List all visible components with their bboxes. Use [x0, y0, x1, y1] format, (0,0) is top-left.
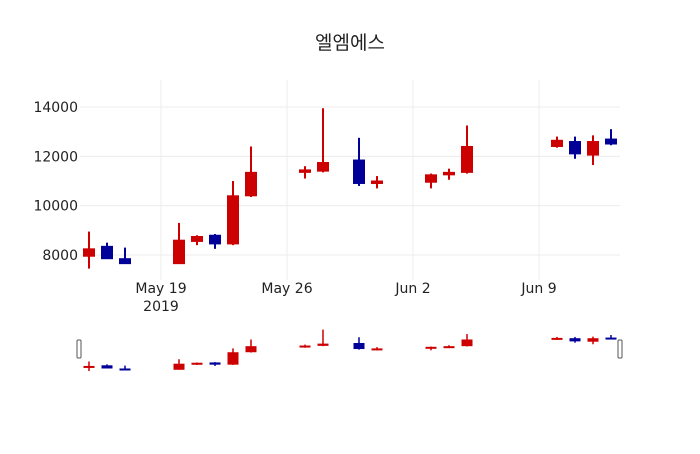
slider-candle [461, 334, 473, 347]
candlestick-series[interactable] [83, 108, 617, 269]
candle[interactable] [245, 146, 257, 198]
candle[interactable] [551, 136, 563, 148]
range-slider[interactable] [76, 329, 623, 372]
x-axis: May 19 2019 May 26 Jun 2 Jun 9 [135, 281, 556, 315]
y-tick-label: 8000 [42, 248, 78, 264]
slider-candle [551, 336, 563, 340]
slider-candle [569, 336, 581, 343]
candle[interactable] [443, 168, 455, 180]
slider-candle [227, 348, 239, 365]
slider-candle [191, 362, 203, 365]
slider-candle [425, 346, 437, 351]
candle[interactable] [587, 135, 599, 165]
candle[interactable] [353, 137, 365, 186]
range-slider-right-handle[interactable] [617, 339, 623, 359]
slider-candle [101, 364, 113, 369]
candle[interactable] [569, 136, 581, 159]
x-tick-label: Jun 2 [394, 281, 430, 297]
y-tick-label: 14000 [33, 100, 78, 116]
candle[interactable] [461, 125, 473, 174]
candle[interactable] [101, 242, 113, 260]
slider-candle [371, 347, 383, 351]
y-tick-label: 12000 [33, 149, 78, 165]
candle[interactable] [173, 222, 185, 265]
candle[interactable] [227, 181, 239, 246]
slider-candle [443, 345, 455, 349]
x-tick-label: May 26 [261, 281, 312, 297]
slider-candle [317, 329, 329, 347]
slider-candle [119, 365, 131, 371]
candle[interactable] [425, 173, 437, 189]
range-slider-left-handle[interactable] [76, 339, 82, 359]
slider-candle [353, 337, 365, 350]
slider-candle [587, 336, 599, 345]
candle[interactable] [605, 129, 617, 146]
slider-candle [245, 339, 257, 353]
candle[interactable] [209, 234, 221, 249]
candle[interactable] [317, 108, 329, 173]
candle[interactable] [83, 231, 95, 269]
slider-candle [83, 361, 95, 372]
chart-title: 엘엠에스 [315, 32, 385, 54]
slider-candle [605, 335, 617, 340]
slider-candle [173, 359, 185, 370]
candle[interactable] [119, 247, 131, 265]
x-tick-label: 2019 [143, 299, 179, 315]
y-axis: 8000 10000 12000 14000 [33, 100, 78, 264]
candle[interactable] [371, 176, 383, 189]
x-tick-label: Jun 9 [520, 281, 556, 297]
candle[interactable] [299, 166, 311, 179]
slider-candle [299, 344, 311, 348]
y-tick-label: 10000 [33, 199, 78, 215]
x-tick-label: May 19 [135, 281, 186, 297]
gridlines [80, 80, 620, 280]
candle[interactable] [191, 235, 203, 246]
slider-candle [209, 362, 221, 366]
